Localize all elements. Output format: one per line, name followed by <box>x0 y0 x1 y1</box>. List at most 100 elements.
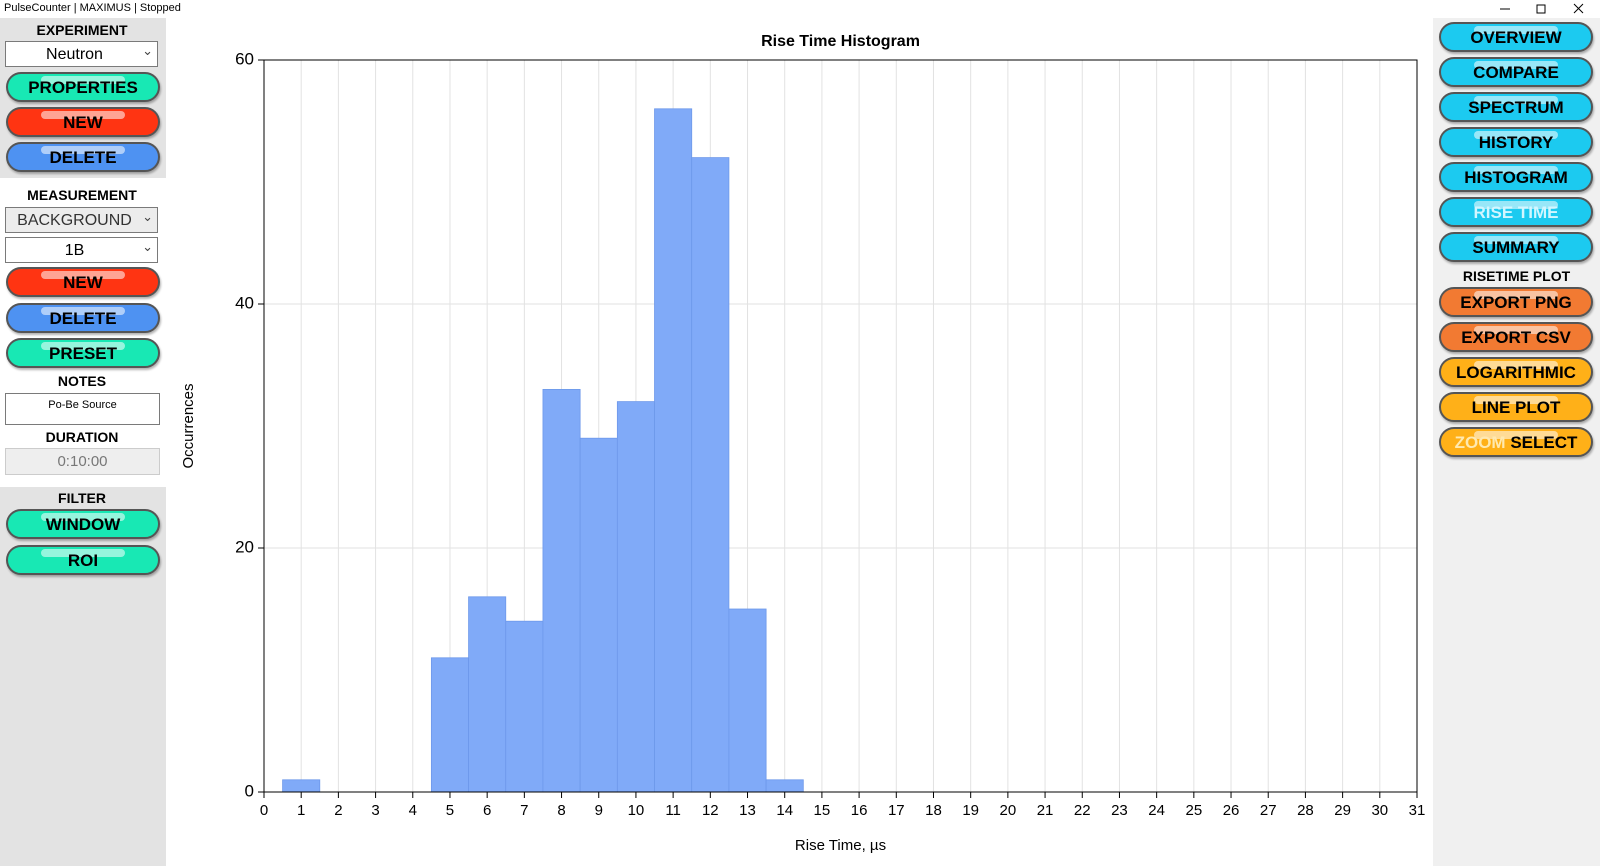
button[interactable]: SUMMARY <box>1439 232 1593 262</box>
bar <box>654 108 693 793</box>
button-label: SUMMARY <box>1472 238 1560 257</box>
button-label: WINDOW <box>45 515 121 534</box>
experiment-select[interactable]: Neutron <box>5 38 158 67</box>
button[interactable]: LINE PLOT <box>1439 392 1593 422</box>
button-label: LOGARITHMIC <box>1456 363 1576 382</box>
y-axis-label: Occurrences <box>180 383 197 468</box>
button[interactable]: NEW <box>6 107 160 137</box>
button[interactable]: PROPERTIES <box>6 72 160 102</box>
button[interactable]: COMPARE <box>1439 57 1593 87</box>
x-tick-label: 27 <box>1260 802 1277 819</box>
button[interactable]: ZOOM SELECT <box>1439 427 1593 457</box>
x-tick-label: 4 <box>409 802 417 819</box>
button[interactable]: SPECTRUM <box>1439 92 1593 122</box>
x-tick-label: 20 <box>1000 802 1017 819</box>
window-controls[interactable] <box>1480 0 1600 18</box>
section-label: EXPERIMENT <box>36 22 128 38</box>
button-label: HISTOGRAM <box>1464 168 1568 187</box>
section-label: NOTES <box>57 373 107 389</box>
x-tick-label: 7 <box>520 802 528 819</box>
x-tick-label: 22 <box>1074 802 1091 819</box>
button-label: NEW <box>63 273 103 292</box>
y-tick-label: 20 <box>235 537 254 556</box>
button[interactable]: DELETE <box>6 142 160 172</box>
x-tick-label: 10 <box>628 802 645 819</box>
button-label: OVERVIEW <box>1470 28 1562 47</box>
button-label: HISTORY <box>1478 133 1554 152</box>
button[interactable]: NEW <box>6 267 160 297</box>
section-label: RISETIME PLOT <box>1462 268 1571 284</box>
x-tick-label: 23 <box>1111 802 1128 819</box>
button-label: NEW <box>63 113 103 132</box>
button-active[interactable]: RISE TIME <box>1439 197 1593 227</box>
button[interactable]: HISTOGRAM <box>1439 162 1593 192</box>
close[interactable] <box>1573 3 1584 14</box>
button[interactable]: OVERVIEW <box>1439 22 1593 52</box>
x-tick-label: 19 <box>962 802 979 819</box>
restore[interactable] <box>1536 4 1546 14</box>
bar <box>505 620 544 793</box>
button[interactable]: PRESET <box>6 338 160 368</box>
x-tick-label: 28 <box>1297 802 1314 819</box>
section-label: MEASUREMENT <box>27 187 137 203</box>
x-tick-label: 13 <box>739 802 756 819</box>
left-panel-bottom <box>0 487 166 866</box>
x-tick-label: 2 <box>334 802 342 819</box>
x-tick-label: 3 <box>371 802 379 819</box>
x-tick-label: 29 <box>1334 802 1351 819</box>
bar <box>691 157 730 793</box>
button-label: SPECTRUM <box>1468 98 1564 117</box>
x-tick-label: 14 <box>776 802 793 819</box>
plot-frame <box>263 59 1418 793</box>
button-label: PROPERTIES <box>28 78 138 97</box>
button[interactable]: LOGARITHMIC <box>1439 357 1593 387</box>
button-label: ROI <box>67 551 99 570</box>
x-tick-label: 26 <box>1223 802 1240 819</box>
bar <box>765 779 804 793</box>
x-tick-label: 11 <box>665 802 681 819</box>
bar <box>468 596 507 793</box>
chart-title: Rise Time Histogram <box>761 33 920 50</box>
button[interactable]: HISTORY <box>1439 127 1593 157</box>
duration-field: 0:10:00 <box>5 448 160 475</box>
button-label: EXPORT CSV <box>1461 328 1571 347</box>
button-label: DELETE <box>49 148 117 167</box>
button-label: EXPORT PNG <box>1460 293 1572 312</box>
x-tick-label: 25 <box>1185 802 1202 819</box>
section-label: DURATION <box>45 429 119 445</box>
x-tick-label: 9 <box>595 802 603 819</box>
button-label: DELETE <box>49 309 117 328</box>
notes-field[interactable]: Po-Be Source <box>5 393 160 425</box>
button[interactable]: EXPORT PNG <box>1439 287 1593 317</box>
y-tick-label: 40 <box>235 293 254 312</box>
x-tick-label: 0 <box>260 802 268 819</box>
measurement-select[interactable]: 1B <box>5 234 158 263</box>
measurement-type-select[interactable]: BACKGROUND <box>5 204 158 233</box>
section-label: FILTER <box>58 490 106 506</box>
button-label: RISE TIME <box>1473 203 1559 222</box>
x-tick-label: 8 <box>557 802 565 819</box>
button-label: COMPARE <box>1473 63 1559 82</box>
x-tick-label: 12 <box>702 802 719 819</box>
button-label: LINE PLOT <box>1471 398 1561 417</box>
button[interactable]: ROI <box>6 545 160 575</box>
button[interactable]: EXPORT CSV <box>1439 322 1593 352</box>
button-label: SELECT <box>1510 433 1578 452</box>
x-tick-label: 24 <box>1148 802 1165 819</box>
x-tick-label: 21 <box>1037 802 1054 819</box>
button[interactable]: WINDOW <box>6 509 160 539</box>
bar <box>728 608 767 793</box>
window-title: PulseCounter | MAXIMUS | Stopped <box>4 2 181 14</box>
bar <box>616 401 655 793</box>
button[interactable]: DELETE <box>6 303 160 333</box>
x-tick-label: 17 <box>888 802 905 819</box>
x-axis-label: Rise Time, µs <box>795 837 886 854</box>
bar <box>542 388 581 793</box>
x-tick-label: 16 <box>851 802 868 819</box>
x-tick-label: 6 <box>483 802 491 819</box>
bar <box>282 779 321 793</box>
x-tick-label: 5 <box>446 802 454 819</box>
button-label: ZOOM <box>1454 433 1506 452</box>
